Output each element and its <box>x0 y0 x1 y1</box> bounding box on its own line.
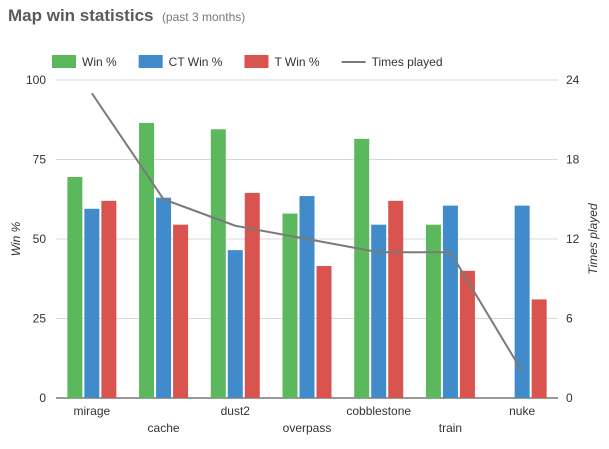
bar-win-cache <box>139 122 155 399</box>
x-tick-label: cache <box>148 421 180 435</box>
x-tick-label: dust2 <box>221 404 251 418</box>
legend-label: Win % <box>82 55 117 69</box>
bar-ct-win-dust2 <box>227 250 243 398</box>
chart-bars <box>67 122 547 399</box>
chart-axes: 0 25 50 75 100 0 6 12 18 24 Win % Times played mirag… <box>9 73 600 435</box>
bar-t-win-cache <box>173 224 189 398</box>
x-tick-label: train <box>439 421 462 435</box>
chart-legend: Win % CT Win % T Win % Times played <box>52 55 443 69</box>
bar-t-win-dust2 <box>244 192 260 398</box>
y2-tick-label: 18 <box>566 153 580 167</box>
y2-tick-label: 12 <box>566 232 580 246</box>
bar-ct-win-mirage <box>84 208 100 398</box>
bar-ct-win-cache <box>156 197 172 398</box>
y-tick-label: 25 <box>33 312 47 326</box>
y2-tick-label: 24 <box>566 73 580 87</box>
y-axis-title: Win % <box>9 221 23 256</box>
chart-title-row: Map win statistics (past 3 months) <box>8 6 245 26</box>
x-tick-label: nuke <box>509 404 535 418</box>
bar-t-win-overpass <box>316 266 332 398</box>
bar-win-train <box>425 224 441 398</box>
line-times-played <box>91 92 523 373</box>
y-tick-label: 75 <box>33 153 47 167</box>
chart-subtitle: (past 3 months) <box>161 10 246 24</box>
chart-title: Map win statistics <box>8 6 154 25</box>
y2-tick-label: 0 <box>566 391 573 405</box>
chart-line-series <box>91 92 523 373</box>
legend-label: CT Win % <box>169 55 223 69</box>
legend-swatch <box>244 55 269 68</box>
bar-win-mirage <box>67 176 83 398</box>
x-tick-label: overpass <box>283 421 332 435</box>
legend-swatch <box>52 55 76 68</box>
y-tick-label: 0 <box>39 391 46 405</box>
legend-label: Times played <box>372 55 443 69</box>
bar-ct-win-nuke <box>514 205 530 398</box>
y-tick-label: 100 <box>26 73 46 87</box>
legend-label: T Win % <box>274 55 319 69</box>
legend-swatch <box>138 55 163 68</box>
bar-ct-win-train <box>442 205 458 398</box>
y2-tick-label: 6 <box>566 312 573 326</box>
x-tick-label: cobblestone <box>346 404 411 418</box>
bar-t-win-cobblestone <box>388 200 404 398</box>
x-tick-label: mirage <box>74 404 111 418</box>
bar-win-overpass <box>282 213 298 398</box>
bar-ct-win-overpass <box>299 196 315 398</box>
y-tick-label: 50 <box>33 232 47 246</box>
bar-t-win-mirage <box>101 200 117 398</box>
bar-win-dust2 <box>210 129 226 399</box>
bar-win-cobblestone <box>354 138 370 398</box>
bar-t-win-nuke <box>531 299 547 398</box>
bar-t-win-train <box>459 270 475 398</box>
y2-axis-title: Times played <box>586 203 600 275</box>
bar-ct-win-cobblestone <box>371 224 387 398</box>
